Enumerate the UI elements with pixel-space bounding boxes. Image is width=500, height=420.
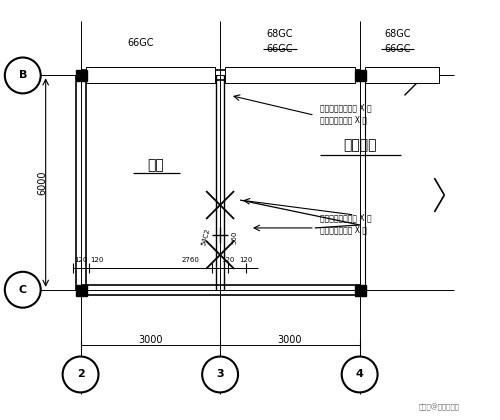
Circle shape	[5, 272, 41, 308]
Text: 2: 2	[76, 370, 84, 379]
Text: 库房: 库房	[147, 158, 164, 172]
Text: 120: 120	[90, 257, 103, 263]
Bar	[364, 68, 440, 84]
Text: 68GC: 68GC	[266, 29, 293, 39]
Text: 4: 4	[356, 370, 364, 379]
Text: 主食厨房: 主食厨房	[343, 138, 376, 152]
Text: 或工程洽商记录 X 号: 或工程洽商记录 X 号	[320, 226, 367, 234]
Circle shape	[342, 357, 378, 392]
Text: 见设计变更通知单 X 号: 见设计变更通知单 X 号	[320, 213, 372, 223]
Circle shape	[62, 357, 98, 392]
Text: 54C2: 54C2	[201, 228, 211, 246]
Text: 3000: 3000	[138, 335, 162, 344]
Text: 68GC: 68GC	[384, 29, 411, 39]
Text: 见设计变更通知单 X 号: 见设计变更通知单 X 号	[320, 104, 372, 113]
Text: 120: 120	[240, 257, 252, 263]
Text: 或工程洽商记录 X 号: 或工程洽商记录 X 号	[320, 116, 367, 125]
Text: C: C	[18, 285, 27, 295]
Bar	[225, 68, 354, 84]
Text: 搜狐号@艾三进技术: 搜狐号@艾三进技术	[418, 404, 460, 411]
Text: 66GC: 66GC	[384, 44, 411, 53]
Text: 66GC: 66GC	[127, 37, 154, 47]
Text: 6000: 6000	[38, 171, 48, 195]
Text: 66GC: 66GC	[266, 44, 293, 53]
Text: 120: 120	[222, 257, 235, 263]
Bar	[86, 68, 215, 84]
Text: B: B	[18, 71, 27, 81]
Text: 560: 560	[231, 230, 237, 244]
Bar	[76, 285, 86, 296]
Bar	[354, 71, 366, 81]
Text: 3: 3	[216, 370, 224, 379]
Bar	[76, 71, 86, 81]
Circle shape	[202, 357, 238, 392]
Circle shape	[5, 58, 41, 93]
Text: 120: 120	[74, 257, 87, 263]
Bar	[354, 285, 366, 296]
Text: 2760: 2760	[182, 257, 199, 263]
Text: 3000: 3000	[278, 335, 302, 344]
